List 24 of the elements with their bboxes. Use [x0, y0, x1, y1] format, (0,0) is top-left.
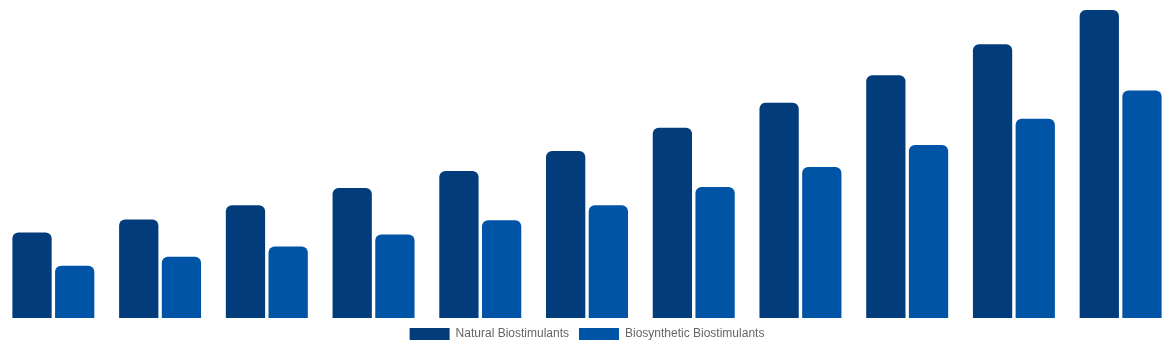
- bar: [695, 187, 735, 318]
- bar: [225, 205, 266, 318]
- bar: [161, 256, 202, 318]
- bar: [268, 246, 308, 318]
- bar: [55, 265, 95, 318]
- bar: [546, 151, 586, 318]
- legend-label: Biosynthetic Biostimulants: [624, 326, 765, 341]
- legend-label: Natural Biostimulants: [455, 326, 569, 341]
- bar: [12, 232, 52, 318]
- bar: [908, 144, 949, 318]
- bar: [1015, 118, 1055, 318]
- bar: [332, 188, 372, 318]
- bar: [588, 205, 628, 318]
- bar: [481, 220, 522, 318]
- bar: [652, 127, 693, 318]
- bar: [439, 171, 479, 318]
- bar: [802, 167, 842, 318]
- bar: [972, 44, 1013, 318]
- bar: [759, 102, 799, 318]
- bar: [1122, 90, 1162, 318]
- bar: [375, 234, 415, 318]
- bar: [866, 75, 906, 318]
- bar: [119, 219, 159, 318]
- bar: [1079, 10, 1119, 318]
